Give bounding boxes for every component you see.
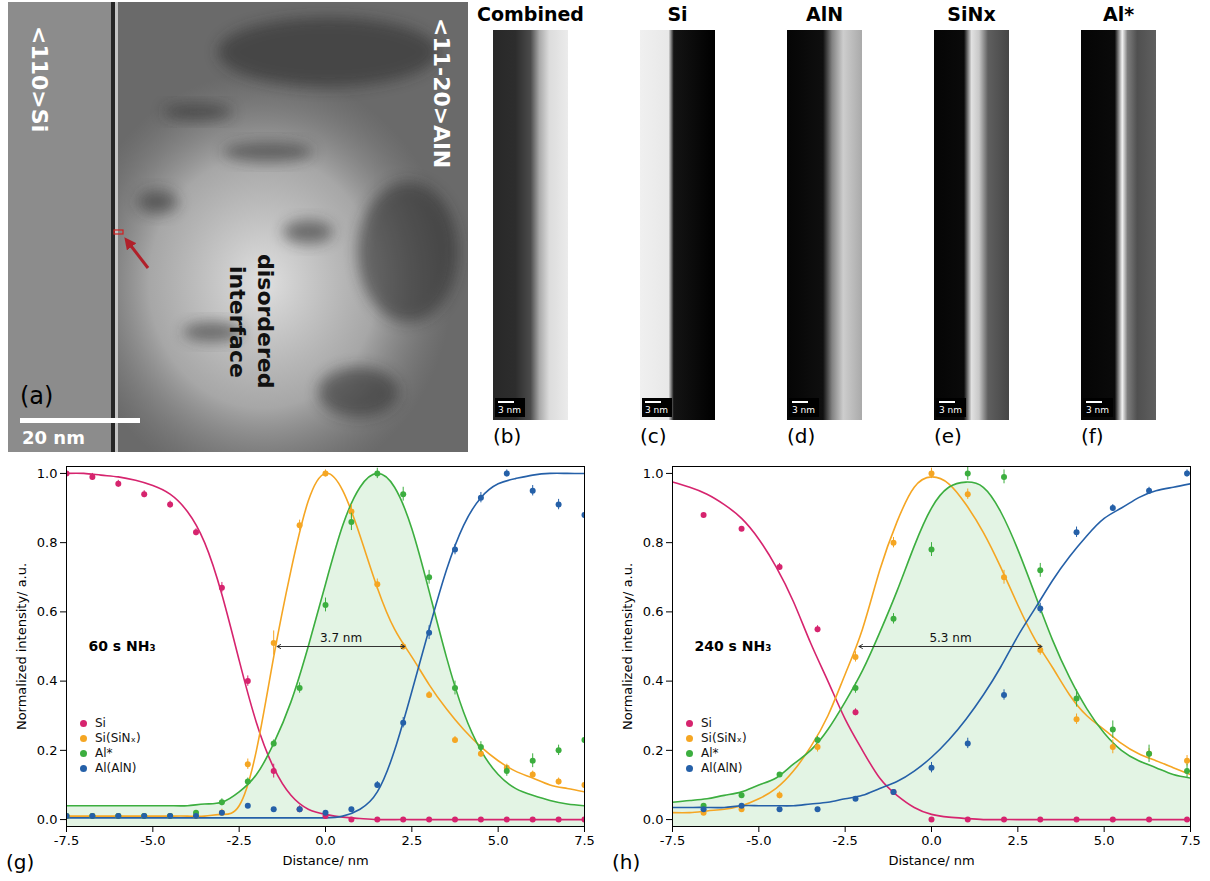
svg-text:2.5: 2.5 bbox=[401, 833, 422, 848]
svg-text:1.0: 1.0 bbox=[37, 466, 58, 481]
svg-text:3.7 nm: 3.7 nm bbox=[320, 631, 362, 645]
svg-text:7.5: 7.5 bbox=[1180, 833, 1201, 848]
svg-text:0.0: 0.0 bbox=[37, 812, 58, 827]
html-text:Si(SiNₓ): Si(SiNₓ) bbox=[95, 731, 141, 745]
html-text:Al(AlN): Al(AlN) bbox=[701, 761, 743, 775]
svg-text:5.0: 5.0 bbox=[488, 833, 509, 848]
svg-text:7.5: 7.5 bbox=[574, 833, 595, 848]
svg-text:(e): (e) bbox=[934, 424, 962, 448]
html-text:Al(AlN): Al(AlN) bbox=[95, 761, 137, 775]
svg-text:-2.5: -2.5 bbox=[226, 833, 251, 848]
svg-text:Si: Si bbox=[667, 3, 687, 25]
svg-text:0.4: 0.4 bbox=[643, 673, 664, 688]
svg-text:0.8: 0.8 bbox=[37, 535, 58, 550]
svg-text:0.0: 0.0 bbox=[921, 833, 942, 848]
html-text:(h): (h) bbox=[612, 850, 641, 874]
svg-text:<11-20>AlN: <11-20>AlN bbox=[429, 18, 454, 168]
svg-text:<110>Si: <110>Si bbox=[27, 26, 52, 132]
svg-text:(c): (c) bbox=[640, 424, 667, 448]
svg-text:Distance/ nm: Distance/ nm bbox=[282, 853, 368, 868]
svg-text:(f): (f) bbox=[1081, 424, 1104, 448]
svg-text:Distance/ nm: Distance/ nm bbox=[888, 853, 974, 868]
svg-text:0.4: 0.4 bbox=[37, 673, 58, 688]
html-text:(g): (g) bbox=[6, 850, 35, 874]
svg-text:0.6: 0.6 bbox=[37, 604, 58, 619]
svg-text:(a): (a) bbox=[20, 382, 53, 410]
svg-text:Normalized intensity/ a.u.: Normalized intensity/ a.u. bbox=[620, 563, 635, 730]
svg-text:Al*: Al* bbox=[1103, 3, 1134, 25]
html-text:Si(SiNₓ): Si(SiNₓ) bbox=[701, 731, 747, 745]
svg-text:(b): (b) bbox=[493, 424, 521, 448]
svg-text:3 nm: 3 nm bbox=[645, 405, 668, 415]
svg-text:0.6: 0.6 bbox=[643, 604, 664, 619]
svg-text:interface: interface bbox=[225, 266, 250, 378]
svg-text:1.0: 1.0 bbox=[643, 466, 664, 481]
svg-text:SiNx: SiNx bbox=[947, 3, 995, 25]
svg-text:Combined: Combined bbox=[477, 3, 584, 25]
svg-text:Normalized intensity/ a.u.: Normalized intensity/ a.u. bbox=[14, 563, 29, 730]
svg-text:-5.0: -5.0 bbox=[746, 833, 771, 848]
html-text:Si: Si bbox=[701, 716, 712, 730]
svg-text:disordered: disordered bbox=[253, 254, 278, 389]
svg-text:5.3 nm: 5.3 nm bbox=[929, 631, 971, 645]
svg-text:60 s NH₃: 60 s NH₃ bbox=[89, 638, 156, 654]
html-text:Al*: Al* bbox=[95, 746, 113, 760]
svg-text:0.0: 0.0 bbox=[643, 812, 664, 827]
svg-text:3 nm: 3 nm bbox=[498, 405, 521, 415]
svg-text:-7.5: -7.5 bbox=[660, 833, 685, 848]
html-text:Al*: Al* bbox=[701, 746, 719, 760]
svg-text:3 nm: 3 nm bbox=[1086, 405, 1109, 415]
svg-text:3 nm: 3 nm bbox=[939, 405, 962, 415]
svg-text:2.5: 2.5 bbox=[1007, 833, 1028, 848]
svg-text:3 nm: 3 nm bbox=[792, 405, 815, 415]
svg-text:5.0: 5.0 bbox=[1094, 833, 1115, 848]
html-text:Si: Si bbox=[95, 716, 106, 730]
svg-text:0.8: 0.8 bbox=[643, 535, 664, 550]
svg-text:-2.5: -2.5 bbox=[832, 833, 857, 848]
svg-text:-5.0: -5.0 bbox=[140, 833, 165, 848]
svg-text:AlN: AlN bbox=[806, 3, 843, 25]
svg-text:0.2: 0.2 bbox=[37, 743, 58, 758]
svg-text:-7.5: -7.5 bbox=[54, 833, 79, 848]
svg-text:(d): (d) bbox=[787, 424, 815, 448]
svg-text:240 s NH₃: 240 s NH₃ bbox=[695, 638, 772, 654]
svg-text:20 nm: 20 nm bbox=[22, 427, 85, 448]
svg-text:0.2: 0.2 bbox=[643, 743, 664, 758]
svg-text:0.0: 0.0 bbox=[315, 833, 336, 848]
